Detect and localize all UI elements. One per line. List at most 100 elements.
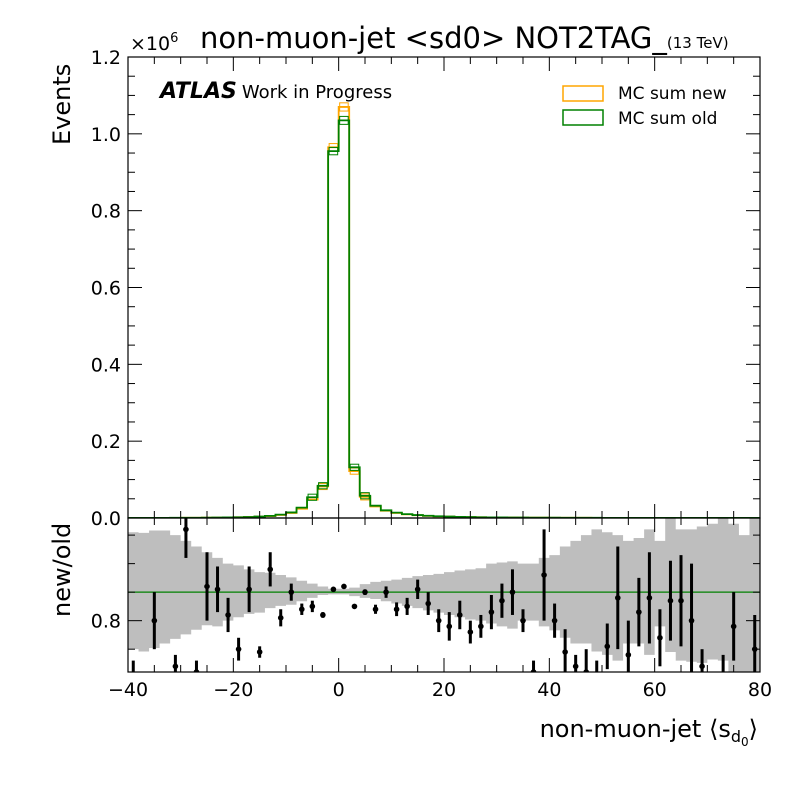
x-axis-label-end: ⟩ [749, 715, 758, 743]
ratio-point [678, 555, 684, 647]
ratio-point-marker [509, 589, 516, 595]
ratio-point [351, 603, 358, 610]
ratio-point-marker [636, 609, 642, 615]
legend-swatch-new [562, 85, 604, 102]
y-tick-label: 0.2 [91, 431, 121, 453]
ratio-point-marker [435, 617, 442, 624]
ratio-point [467, 620, 474, 644]
histogram-series-new [128, 106, 760, 518]
ratio-point-marker [551, 617, 558, 624]
ratio-point-marker [720, 681, 726, 687]
ratio-point [172, 654, 179, 672]
ratio-point-marker [225, 612, 231, 618]
ratio-point [214, 566, 221, 613]
ratio-point [720, 654, 726, 687]
ratio-point-marker [488, 609, 495, 615]
ratio-point [383, 586, 389, 598]
ratio-point [330, 586, 337, 593]
ratio-point-marker [404, 603, 410, 610]
x-tick-label: 40 [537, 679, 561, 701]
legend-label-old: MC sum old [618, 109, 717, 129]
ratio-y-axis-label: new/old [48, 523, 76, 617]
ratio-point-marker [246, 586, 252, 593]
ratio-point-marker [204, 583, 210, 590]
histogram-error-box [318, 482, 328, 490]
ratio-point-marker [457, 612, 463, 618]
ratio-point [615, 546, 621, 650]
x-tick-label: 20 [432, 679, 456, 701]
ratio-point [636, 577, 642, 647]
ratio-point-marker [193, 669, 200, 672]
ratio-point-marker [478, 623, 484, 630]
axis-ticks [127, 56, 761, 672]
ratio-point-marker [330, 586, 337, 593]
histogram-series-old [128, 119, 760, 518]
atlas-label-bold: ATLAS [158, 79, 237, 104]
ratio-point [341, 583, 347, 590]
ratio-point-marker [657, 634, 663, 641]
ratio-point-marker [541, 572, 547, 578]
x-tick-label: 0 [333, 679, 345, 701]
ratio-points-layer [128, 518, 760, 704]
ratio-point-marker [678, 597, 684, 604]
ratio-point-marker [583, 669, 589, 672]
ratio-point-marker [467, 629, 474, 635]
ratio-point-marker [730, 623, 737, 630]
y-tick-label: 1.2 [91, 47, 121, 69]
ratio-point [541, 529, 547, 621]
tick-labels: −40 −20 0 20 40 60 80 0.0 0.2 0.4 0.6 0.8 1.0 1.2 0.8 [91, 47, 772, 701]
ratio-point-marker [235, 646, 242, 652]
y-exponent-label: ×106 [130, 31, 178, 55]
y-tick-label: 0.8 [91, 201, 121, 223]
ratio-point-marker [741, 698, 747, 704]
ratio-point [204, 552, 210, 621]
ratio-point-marker [214, 586, 221, 593]
y-tick-label: 0.6 [91, 278, 121, 300]
ratio-point [551, 603, 558, 638]
histogram-layer [128, 102, 760, 518]
ratio-point [288, 583, 295, 601]
ratio-point [246, 566, 252, 613]
ratio-point [595, 660, 599, 672]
ratio-point [446, 612, 453, 641]
legend: MC sum new MC sum old [562, 84, 727, 129]
ratio-point [499, 583, 505, 618]
chart-title-suffix: (13 TeV) [667, 34, 729, 52]
ratio-point [435, 609, 442, 633]
ratio-point-marker [151, 617, 158, 624]
ratio-point [193, 660, 200, 672]
x-axis-label: non-muon-jet ⟨sd0⟩ [540, 715, 758, 749]
ratio-point-marker [320, 612, 326, 618]
ratio-point [646, 552, 653, 644]
ratio-point-marker [351, 603, 358, 610]
ratio-point [256, 646, 263, 658]
ratio-point-marker [414, 586, 421, 593]
ratio-point-marker [520, 617, 526, 624]
y-tick-label: 0.4 [91, 354, 121, 376]
ratio-point [520, 609, 526, 633]
ratio-point [625, 620, 632, 672]
ratio-point [225, 597, 231, 633]
ratio-band [128, 518, 760, 672]
ratio-point [131, 660, 135, 672]
ratio-uncertainty-band [128, 518, 760, 672]
ratio-point-marker [604, 643, 611, 650]
histogram-error-box [339, 102, 349, 112]
legend-entry-old: MC sum old [562, 109, 717, 129]
ratio-point [583, 649, 589, 672]
ratio-point-marker [256, 649, 263, 655]
histogram-error-box [360, 492, 370, 500]
ratio-point [530, 660, 537, 672]
ratio-point [688, 563, 695, 672]
y-exponent-power: 6 [170, 31, 178, 46]
ratio-point [604, 623, 611, 670]
ratio-point-marker [341, 583, 347, 590]
ratio-point [667, 560, 674, 641]
ratio-point-marker [393, 606, 400, 613]
ratio-point [478, 614, 484, 638]
x-tick-label: 80 [748, 679, 772, 701]
ratio-point [372, 604, 379, 614]
histogram-error-box [307, 493, 318, 501]
ratio-point-marker [615, 595, 621, 601]
